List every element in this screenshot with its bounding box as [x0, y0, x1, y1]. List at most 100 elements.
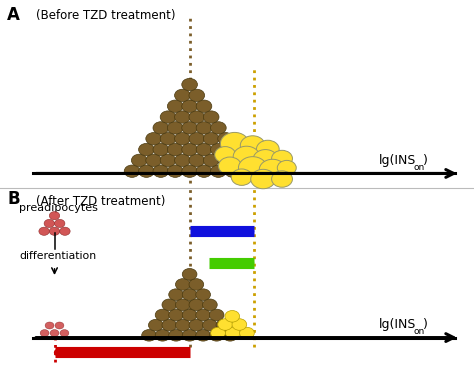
- Circle shape: [225, 310, 240, 322]
- Circle shape: [182, 269, 197, 280]
- Circle shape: [142, 330, 156, 341]
- Circle shape: [220, 132, 249, 155]
- Circle shape: [256, 140, 279, 158]
- Circle shape: [153, 122, 169, 134]
- Circle shape: [196, 122, 212, 134]
- Circle shape: [272, 171, 292, 187]
- Circle shape: [259, 159, 286, 180]
- Circle shape: [232, 154, 248, 166]
- Circle shape: [146, 132, 162, 145]
- Circle shape: [49, 227, 60, 235]
- Circle shape: [167, 122, 183, 134]
- Circle shape: [251, 169, 275, 189]
- Circle shape: [196, 289, 210, 300]
- Circle shape: [240, 136, 265, 155]
- Circle shape: [253, 150, 278, 169]
- Circle shape: [232, 319, 246, 330]
- Circle shape: [231, 169, 252, 185]
- Circle shape: [182, 122, 197, 134]
- Text: on: on: [413, 163, 425, 172]
- Circle shape: [189, 279, 204, 290]
- Circle shape: [189, 111, 205, 123]
- Circle shape: [238, 157, 267, 179]
- Circle shape: [55, 219, 65, 228]
- Circle shape: [225, 143, 241, 156]
- Circle shape: [216, 319, 231, 331]
- Circle shape: [160, 111, 176, 123]
- Text: B: B: [7, 190, 20, 208]
- Circle shape: [169, 309, 183, 321]
- Circle shape: [189, 132, 205, 145]
- Circle shape: [210, 330, 224, 341]
- Circle shape: [218, 132, 233, 145]
- Circle shape: [215, 147, 236, 163]
- Circle shape: [175, 319, 190, 331]
- Circle shape: [49, 211, 60, 220]
- Text: preadipocytes: preadipocytes: [19, 203, 98, 213]
- Circle shape: [138, 165, 154, 178]
- Circle shape: [174, 154, 190, 166]
- Circle shape: [174, 89, 190, 101]
- Circle shape: [169, 289, 183, 300]
- Text: ): ): [423, 318, 428, 331]
- Circle shape: [167, 100, 183, 112]
- Circle shape: [60, 330, 69, 336]
- Circle shape: [45, 322, 54, 329]
- Circle shape: [182, 143, 197, 156]
- Circle shape: [174, 132, 190, 145]
- Circle shape: [40, 330, 49, 336]
- Text: lg(INS: lg(INS: [379, 154, 417, 167]
- Circle shape: [218, 319, 232, 330]
- Circle shape: [175, 279, 190, 290]
- Circle shape: [160, 132, 176, 145]
- Circle shape: [210, 309, 224, 321]
- Circle shape: [223, 330, 237, 341]
- Circle shape: [202, 299, 217, 311]
- Circle shape: [277, 160, 296, 175]
- Circle shape: [239, 327, 254, 339]
- Circle shape: [44, 219, 55, 228]
- Circle shape: [153, 143, 169, 156]
- Text: lg(INS: lg(INS: [379, 318, 417, 331]
- Circle shape: [203, 111, 219, 123]
- Circle shape: [131, 154, 147, 166]
- Circle shape: [146, 154, 162, 166]
- Circle shape: [196, 165, 212, 178]
- Circle shape: [175, 299, 190, 311]
- Circle shape: [174, 111, 190, 123]
- Circle shape: [167, 143, 183, 156]
- Text: (Before TZD treatment): (Before TZD treatment): [36, 9, 175, 22]
- Text: A: A: [7, 6, 20, 23]
- Circle shape: [189, 154, 205, 166]
- Circle shape: [203, 132, 219, 145]
- Circle shape: [189, 319, 204, 331]
- Circle shape: [182, 100, 197, 112]
- Circle shape: [210, 122, 226, 134]
- Circle shape: [225, 165, 241, 178]
- Text: differentiation: differentiation: [19, 251, 96, 261]
- Circle shape: [124, 165, 140, 178]
- Circle shape: [160, 154, 176, 166]
- Circle shape: [155, 309, 170, 321]
- Circle shape: [153, 165, 169, 178]
- Circle shape: [169, 330, 183, 341]
- Circle shape: [182, 165, 197, 178]
- Circle shape: [167, 165, 183, 178]
- Circle shape: [219, 157, 241, 175]
- Circle shape: [239, 165, 255, 178]
- Text: (After TZD treatment): (After TZD treatment): [36, 195, 165, 208]
- Circle shape: [60, 227, 70, 235]
- Circle shape: [182, 330, 197, 341]
- Circle shape: [210, 165, 226, 178]
- Circle shape: [50, 330, 59, 336]
- Circle shape: [162, 299, 177, 311]
- Circle shape: [218, 154, 233, 166]
- Circle shape: [196, 143, 212, 156]
- Circle shape: [162, 319, 177, 331]
- Circle shape: [196, 309, 210, 321]
- Circle shape: [196, 330, 210, 341]
- Circle shape: [210, 327, 226, 339]
- Text: ): ): [423, 154, 428, 167]
- Circle shape: [189, 299, 204, 311]
- Circle shape: [202, 319, 217, 331]
